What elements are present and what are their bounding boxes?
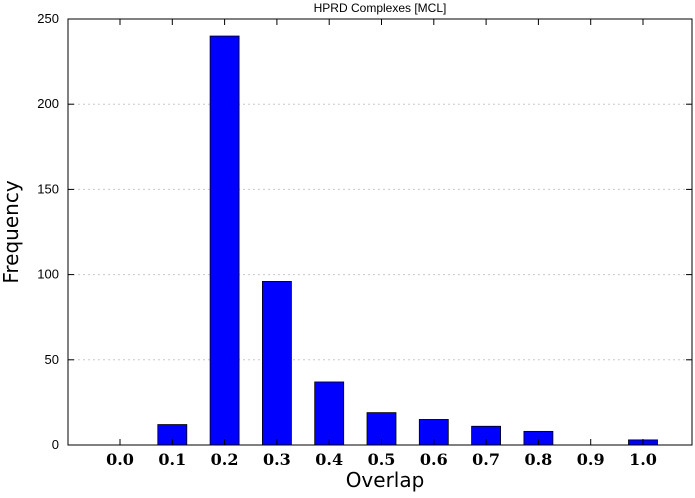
x-tick-label: 0.6 <box>420 450 448 469</box>
bar-0.2 <box>209 35 240 446</box>
plot-frame <box>67 18 693 446</box>
gridlines <box>68 103 692 361</box>
x-tick-label: 0.2 <box>211 450 239 469</box>
x-tick-label: 0.7 <box>472 450 500 469</box>
y-tick-labels: 0 50 100 150 200 250 <box>37 11 59 452</box>
x-tick-label: 0.3 <box>263 450 291 469</box>
y-tick-label: 100 <box>37 267 59 282</box>
x-tick-labels: 0.0 0.1 0.2 0.3 0.4 0.5 0.6 0.7 0.8 0.9 1.0 <box>106 450 657 469</box>
y-tick-label: 250 <box>37 11 59 26</box>
x-tick-label: 0.8 <box>524 450 552 469</box>
x-tick-label: 0.4 <box>315 450 343 469</box>
x-tick-label: 1.0 <box>629 450 657 469</box>
axes <box>67 18 693 446</box>
y-axis-title: Frequency <box>0 180 23 283</box>
y-tick-label: 200 <box>37 96 59 111</box>
x-tick-label: 0.0 <box>106 450 134 469</box>
x-tick-label: 0.9 <box>577 450 605 469</box>
x-tick-label: 0.1 <box>158 450 186 469</box>
bars <box>157 35 658 446</box>
bar-0.4 <box>314 381 345 446</box>
y-tick-label: 150 <box>37 181 59 196</box>
chart-title: HPRD Complexes [MCL] <box>314 1 447 15</box>
bar-0.3 <box>261 281 292 446</box>
y-tick-label: 0 <box>52 437 59 452</box>
x-tick-label: 0.5 <box>368 450 396 469</box>
x-axis-title: Overlap <box>346 468 425 492</box>
y-tick-label: 50 <box>45 352 59 367</box>
